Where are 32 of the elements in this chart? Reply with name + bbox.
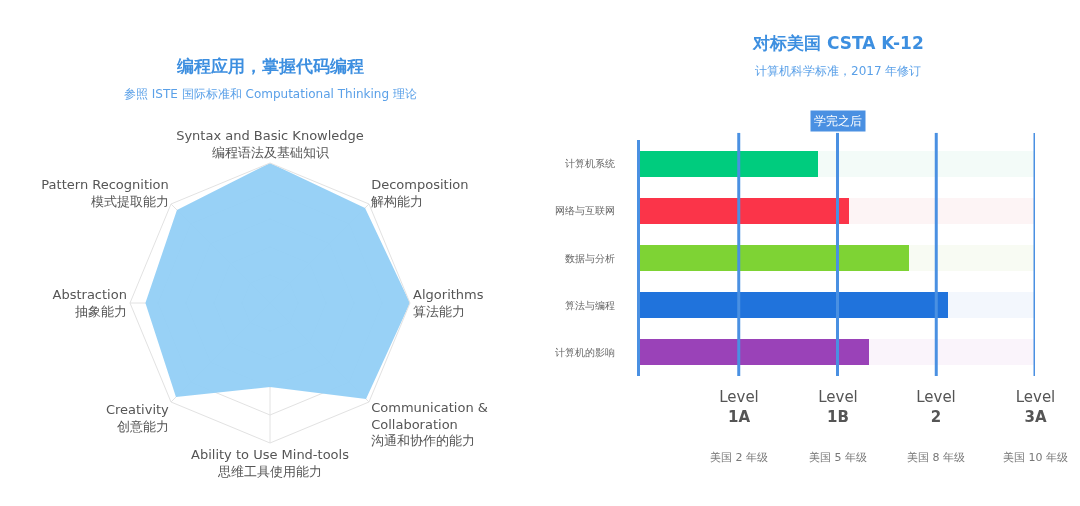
bar xyxy=(849,197,1035,224)
text: 学完之后 xyxy=(814,114,862,128)
bar xyxy=(640,339,870,366)
chart-title: 对标美国 CSTA K-12 xyxy=(752,33,924,53)
chart-subtitle: 参照 ISTE 国际标准和 Computational Thinking 理论 xyxy=(124,87,417,101)
spoke-label: Decomposition 解构能力 xyxy=(371,176,469,209)
bar xyxy=(948,292,1035,319)
text: Level 3A 美国 10 年级 xyxy=(1003,388,1068,464)
y-tick-label: 计算机系统 xyxy=(565,158,615,170)
spoke-label: Creativity 创意能力 xyxy=(105,402,170,435)
chart-subtitle: 计算机科学标准，2017 年修订 xyxy=(755,64,922,78)
bar xyxy=(640,197,850,224)
y-tick-label: 数据与分析 xyxy=(565,252,615,264)
y-tick-label: 计算机的影响 xyxy=(555,346,615,358)
spoke-label: Ability to Use Mind-tools 思维工具使用能力 xyxy=(191,447,350,479)
bar xyxy=(640,150,818,177)
y-tick-label: 网络与互联网 xyxy=(555,205,615,217)
spoke-label: Abstraction 抽象能力 xyxy=(52,287,127,319)
spoke-label: Communication & Collaboration 沟通和协作的能力 xyxy=(371,399,488,449)
text: Level 2 美国 8 年级 xyxy=(907,388,965,464)
spoke-label: Pattern Recognition 模式提取能力 xyxy=(41,176,169,209)
spoke-label: Syntax and Basic Knowledge 编程语法及基础知识 xyxy=(176,128,364,161)
bar xyxy=(817,150,1035,177)
text: Level 1B 美国 5 年级 xyxy=(809,388,867,464)
chart-title: 编程应用，掌握代码编程 xyxy=(176,56,364,76)
bar xyxy=(640,245,909,271)
spoke-label: Algorithms 算法能力 xyxy=(413,287,484,319)
bar xyxy=(869,339,1035,366)
bar xyxy=(908,245,1035,271)
bar xyxy=(640,292,949,319)
text: Level 1A 美国 2 年级 xyxy=(710,388,768,464)
y-tick-label: 算法与编程 xyxy=(565,299,615,311)
